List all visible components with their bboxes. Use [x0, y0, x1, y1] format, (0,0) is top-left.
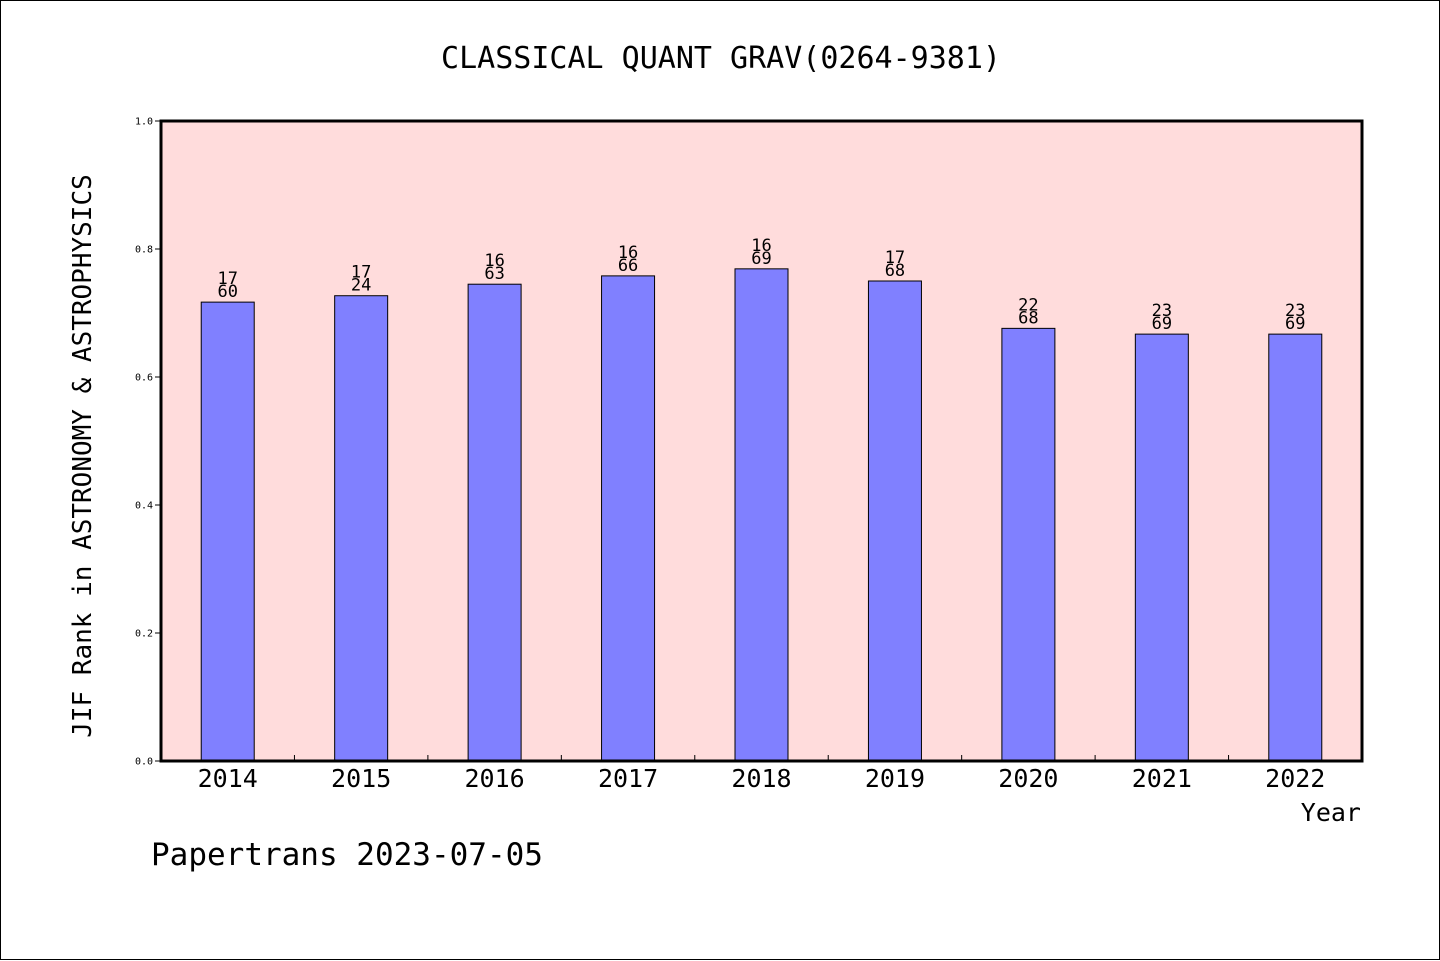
bar-total-label: 68 [885, 261, 905, 281]
x-tick-label: 2017 [598, 764, 658, 793]
chart-title: CLASSICAL QUANT GRAV(0264-9381) [441, 41, 1001, 76]
bar-rank-label: 23 [1285, 301, 1305, 321]
plot-border [159, 119, 1364, 763]
x-tick-label: 2014 [198, 764, 258, 793]
x-tick-label: 2018 [731, 764, 791, 793]
bar-2018 [734, 268, 789, 762]
bar-2014 [200, 301, 255, 762]
bar-2022 [1268, 333, 1323, 762]
x-tick-label: 2015 [331, 764, 391, 793]
x-tick-label: 2020 [998, 764, 1058, 793]
y-tick-label: 0.8 [135, 245, 153, 256]
bar-rank-label: 17 [351, 263, 371, 283]
y-tick-label: 0.0 [135, 757, 153, 768]
y-tick-label: 0.6 [135, 373, 153, 384]
y-tick-label: 0.2 [135, 629, 153, 640]
bars-group [200, 268, 1323, 762]
bar-rank-label: 22 [1018, 295, 1038, 315]
bar-total-label: 66 [618, 256, 638, 276]
bar-total-label: 69 [1152, 314, 1172, 334]
bar-2021 [1134, 333, 1189, 762]
bar-2019 [867, 280, 922, 762]
bar-rank-label: 16 [618, 243, 638, 263]
x-ticks-group: 2014 2015 2016 2017 2018 2019 2020 2021 2022 [198, 755, 1325, 793]
bar-total-label: 69 [751, 249, 771, 269]
x-tick-label: 2019 [865, 764, 925, 793]
y-tick-label: 1.0 [135, 117, 153, 128]
footer-credit: Papertrans 2023-07-05 [151, 837, 543, 873]
bar-rank-label: 17 [217, 269, 237, 289]
bar-rank-label: 16 [484, 251, 504, 271]
bar-total-label: 69 [1285, 314, 1305, 334]
bar-rank-label: 16 [751, 236, 771, 256]
x-tick-label: 2016 [465, 764, 525, 793]
bar-total-label: 24 [351, 276, 371, 296]
bar-total-label: 60 [217, 282, 237, 302]
bar-2016 [467, 283, 522, 762]
x-axis-label: Year [1301, 798, 1361, 827]
x-tick-label: 2022 [1265, 764, 1325, 793]
bar-2017 [601, 275, 656, 762]
bar-total-label: 68 [1018, 308, 1038, 328]
bar-rank-label: 17 [885, 248, 905, 268]
y-ticks-group: 0.0 0.2 0.4 0.6 0.8 1.0 [135, 117, 161, 768]
bar-rank-label: 23 [1152, 301, 1172, 321]
y-axis-label: JIF Rank in ASTRONOMY & ASTROPHYSICS [68, 174, 98, 738]
x-tick-label: 2021 [1132, 764, 1192, 793]
bar-total-label: 63 [484, 264, 504, 284]
y-tick-label: 0.4 [135, 501, 153, 512]
bar-2020 [1001, 327, 1056, 762]
bar-2015 [334, 295, 389, 762]
